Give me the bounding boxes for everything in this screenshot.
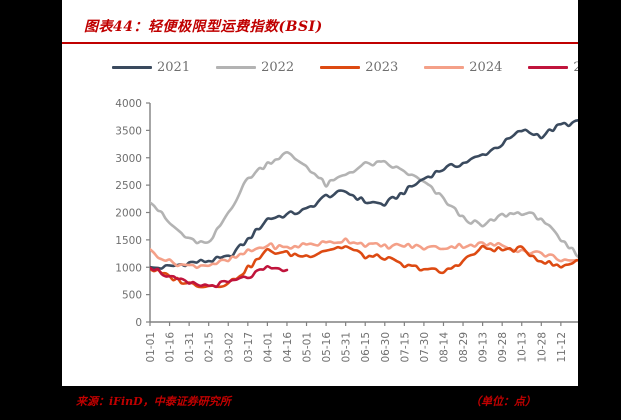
legend-label: 2022 <box>261 59 295 75</box>
x-tick-label: 06-30 <box>380 332 392 363</box>
y-tick-label: 1500 <box>115 235 142 247</box>
x-tick-label: 07-30 <box>419 332 431 363</box>
y-tick-label: 2000 <box>115 208 142 220</box>
page-title: 图表44：轻便极限型运费指数(BSI) <box>84 19 323 35</box>
y-tick-label: 500 <box>122 290 142 302</box>
x-tick-label: 06-15 <box>360 332 372 363</box>
y-tick-label: 3500 <box>115 125 142 137</box>
series-line-2024 <box>150 237 578 270</box>
legend-swatch-icon <box>112 65 152 69</box>
x-tick-label: 05-01 <box>302 332 314 363</box>
legend-swatch-icon <box>320 65 361 69</box>
x-tick-label: 05-16 <box>321 332 333 363</box>
right-crop-band-legend <box>578 0 621 80</box>
legend-swatch-icon <box>528 65 569 69</box>
series-line-2021 <box>150 119 578 270</box>
x-tick-label: 04-01 <box>262 332 274 363</box>
legend-item-2021[interactable]: 2021 <box>112 60 190 75</box>
x-tick-label: 03-02 <box>223 332 235 363</box>
x-tick-label: 01-16 <box>165 332 177 363</box>
x-tick-label: 08-14 <box>438 332 450 363</box>
x-tick-label: 04-16 <box>282 332 294 363</box>
x-tick-label: 09-28 <box>497 332 509 363</box>
left-margin-band <box>0 0 62 420</box>
x-tick-label: 05-31 <box>341 332 353 363</box>
y-tick-label: 3000 <box>115 153 142 165</box>
title-divider-rule <box>62 42 621 44</box>
x-tick-label: 02-15 <box>204 332 216 363</box>
x-tick-label: 10-13 <box>517 332 529 363</box>
legend-item-2024[interactable]: 2024 <box>424 60 502 75</box>
y-tick-label: 1000 <box>115 262 142 274</box>
x-tick-label: 01-01 <box>145 332 157 363</box>
legend-item-2022[interactable]: 2022 <box>216 60 294 75</box>
legend-label: 2023 <box>365 59 399 75</box>
legend-label: 2024 <box>469 59 503 75</box>
x-tick-label: 10-28 <box>536 332 548 363</box>
x-tick-label: 03-17 <box>243 332 255 363</box>
x-tick-label: 09-13 <box>478 332 490 363</box>
legend-item-2023[interactable]: 2023 <box>320 60 398 75</box>
y-tick-label: 4000 <box>115 98 142 110</box>
series-line-2025 <box>150 264 289 289</box>
x-tick-label: 01-31 <box>184 332 196 363</box>
y-tick-label: 2500 <box>115 180 142 192</box>
legend-swatch-icon <box>216 65 257 69</box>
series-line-2022 <box>150 151 578 259</box>
report-card <box>62 0 578 420</box>
x-tick-label: 07-15 <box>399 332 411 363</box>
x-tick-label: 08-29 <box>458 332 470 363</box>
legend-swatch-icon <box>424 65 465 69</box>
x-tick-label: 11-12 <box>556 332 568 363</box>
unit-note: （单位：点） <box>470 395 536 408</box>
y-tick-label: 0 <box>135 317 142 329</box>
series-line-2023 <box>150 244 578 289</box>
bottom-margin-band <box>0 386 621 420</box>
legend-label: 2021 <box>157 59 191 75</box>
source-note: 来源：iFinD，中泰证券研究所 <box>76 395 231 408</box>
